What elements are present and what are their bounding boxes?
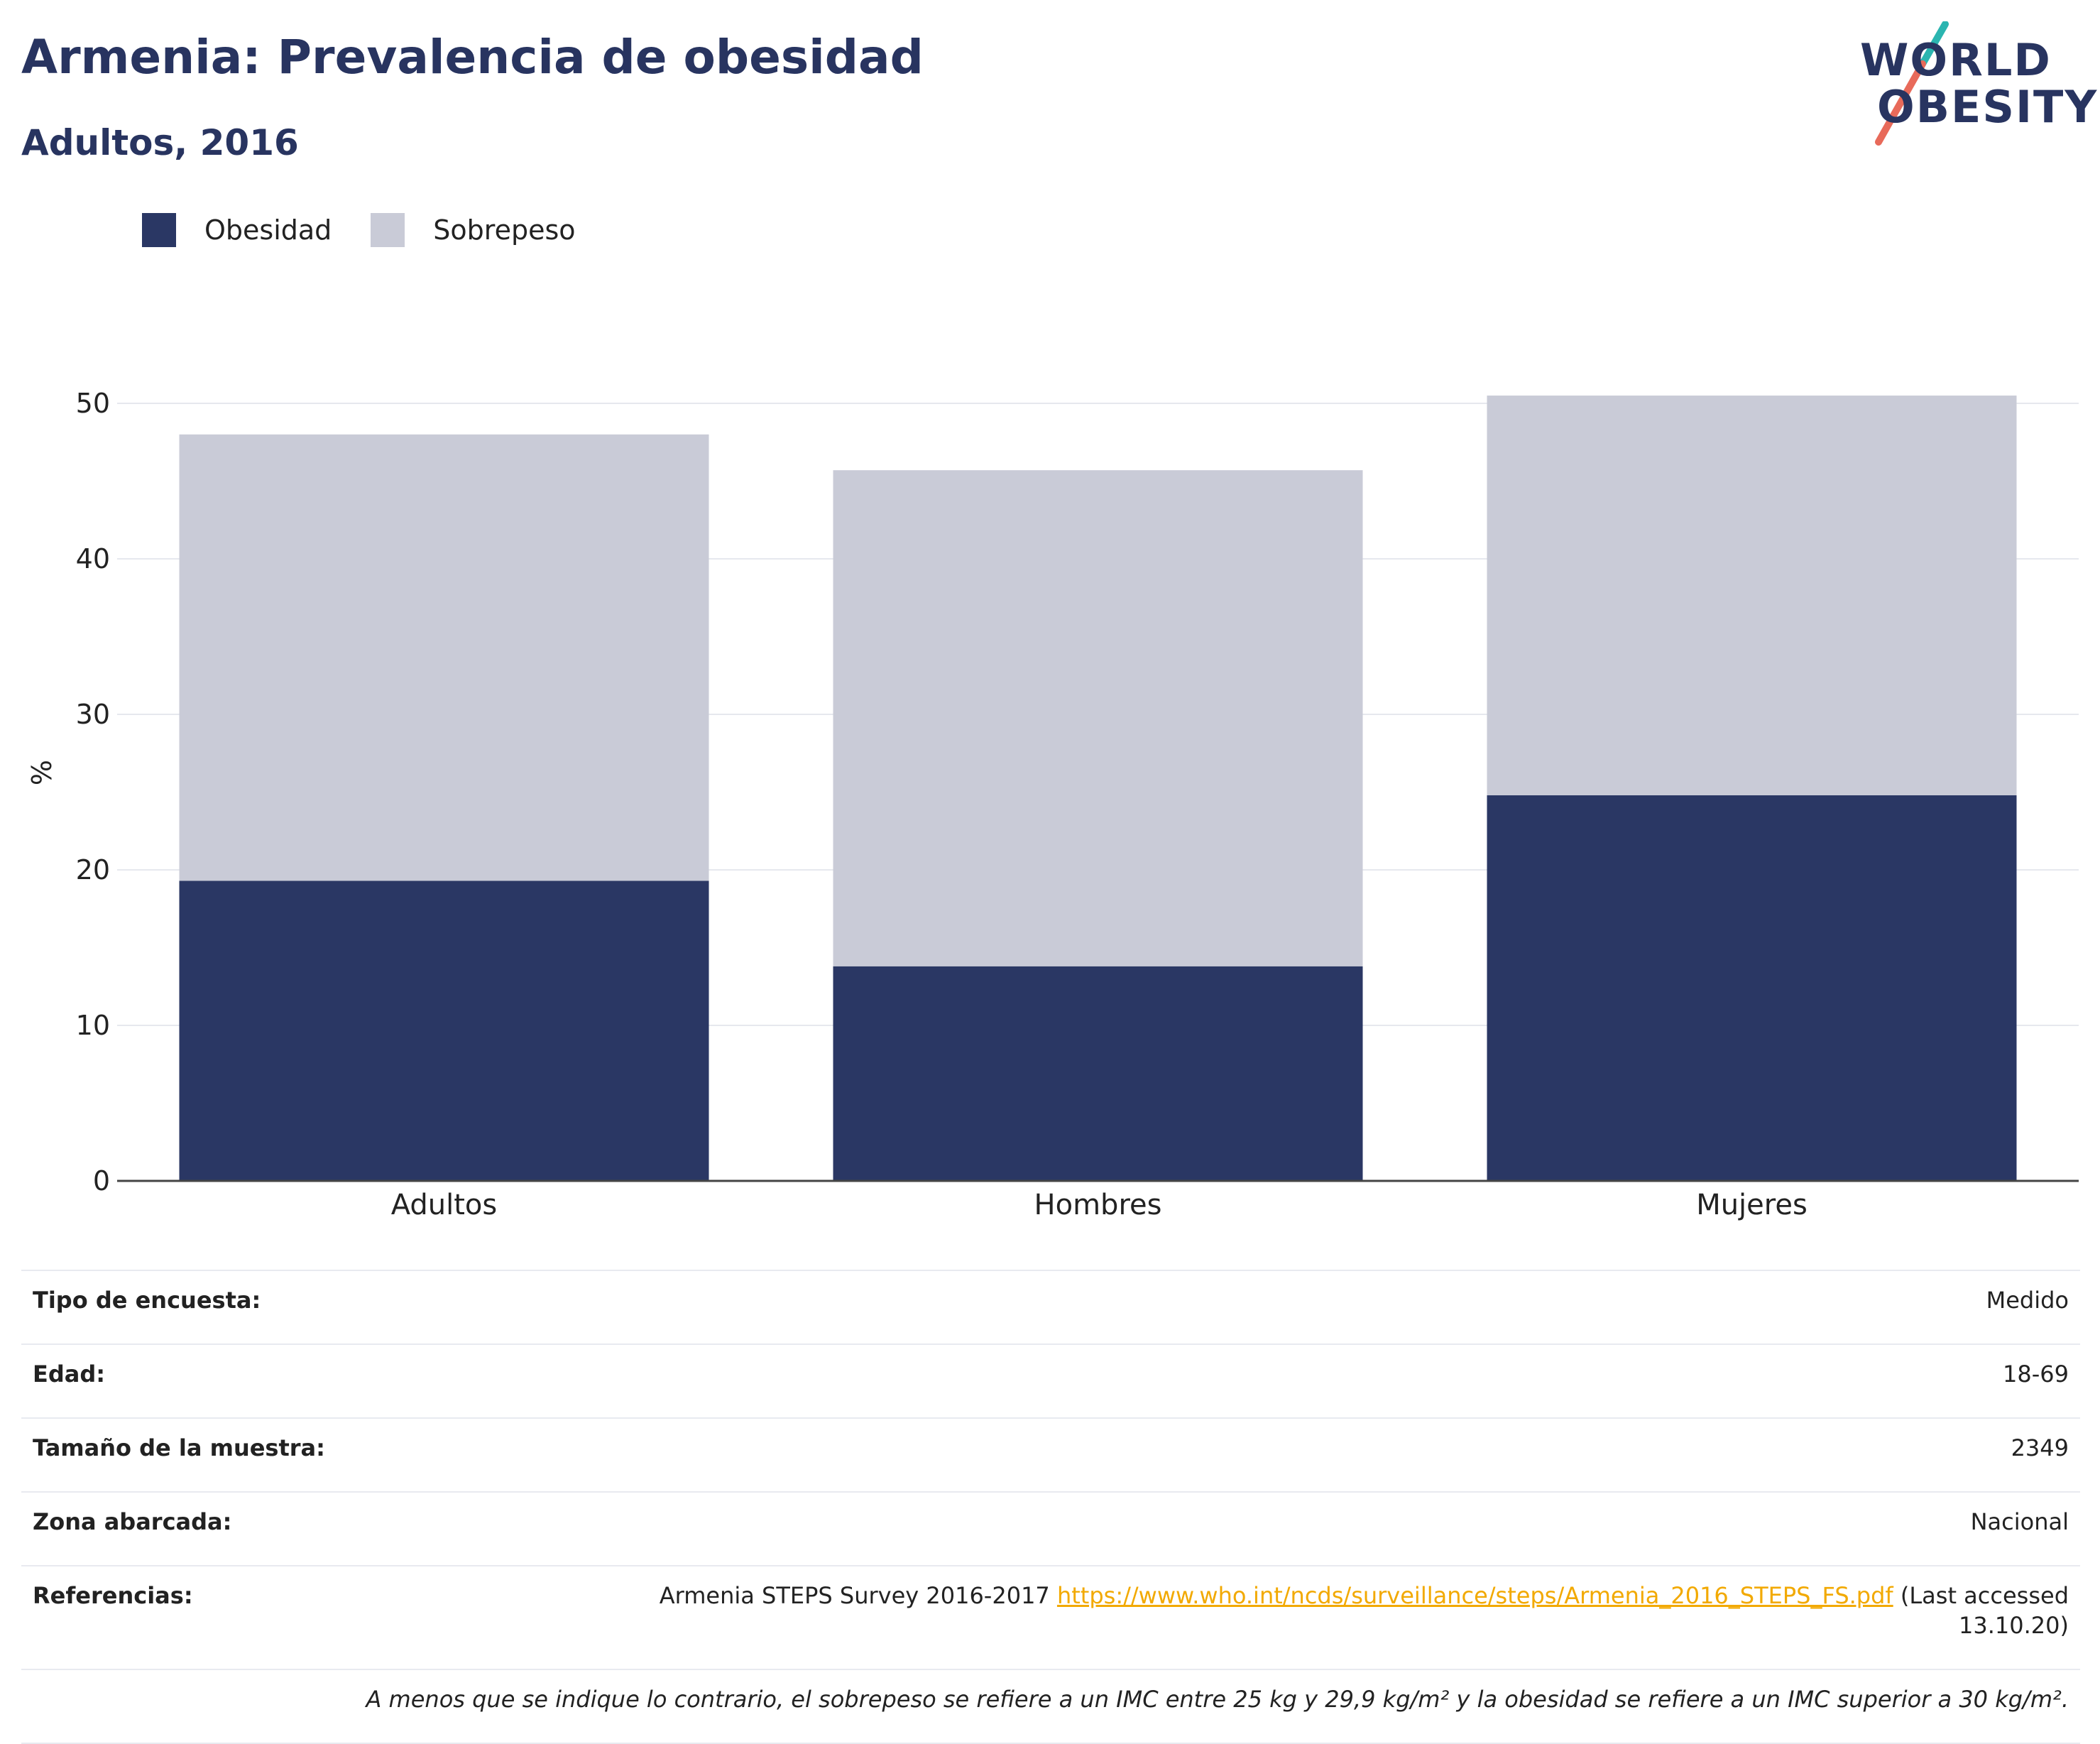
bar-obesidad-adultos bbox=[179, 881, 709, 1181]
bar-obesidad-mujeres bbox=[1487, 795, 2017, 1181]
info-value-age: 18-69 bbox=[612, 1344, 2080, 1418]
x-category-label: Adultos bbox=[391, 1189, 498, 1221]
legend-label-obesidad: Obesidad bbox=[204, 214, 332, 246]
info-row-age: Edad: 18-69 bbox=[21, 1344, 2080, 1418]
reference-text: Armenia STEPS Survey 2016-2017 bbox=[659, 1582, 1050, 1609]
bar-obesidad-hombres bbox=[833, 966, 1363, 1181]
y-tick-label: 50 bbox=[76, 388, 110, 419]
y-tick-label: 10 bbox=[76, 1010, 110, 1041]
reference-suffix-line2: 13.10.20) bbox=[1959, 1612, 2069, 1639]
world-obesity-logo: WORLD OBESITY bbox=[1839, 21, 2096, 149]
legend-swatch-obesidad bbox=[142, 213, 176, 247]
info-label-area: Zona abarcada: bbox=[21, 1491, 612, 1566]
legend-label-sobrepeso: Sobrepeso bbox=[433, 214, 576, 246]
x-category-label: Hombres bbox=[1034, 1189, 1162, 1221]
info-label-sample-size: Tamaño de la muestra: bbox=[21, 1417, 612, 1492]
info-value-area: Nacional bbox=[612, 1491, 2080, 1566]
info-value-survey-type: Medido bbox=[612, 1270, 2080, 1344]
y-axis-label: % bbox=[26, 760, 58, 785]
stacked-bar-chart: 0 10 20 30 40 50% Adultos Hombres Mujeres bbox=[26, 388, 2079, 1221]
y-tick-label: 20 bbox=[76, 854, 110, 885]
y-tick-label: 0 bbox=[93, 1165, 110, 1197]
info-row-note: A menos que se indique lo contrario, el … bbox=[21, 1669, 2080, 1744]
info-row-references: Referencias: Armenia STEPS Survey 2016-2… bbox=[21, 1565, 2080, 1669]
survey-info-table: Tipo de encuesta: Medido Edad: 18-69 Tam… bbox=[21, 1270, 2080, 1744]
info-label-references: Referencias: bbox=[21, 1565, 612, 1669]
legend-item-obesidad[interactable]: Obesidad bbox=[142, 213, 332, 247]
chart-legend: Obesidad Sobrepeso bbox=[142, 213, 615, 247]
info-label-survey-type: Tipo de encuesta: bbox=[21, 1270, 612, 1344]
bar-sobrepeso-mujeres bbox=[1487, 396, 2017, 795]
info-label-age: Edad: bbox=[21, 1344, 612, 1418]
info-row-area: Zona abarcada: Nacional bbox=[21, 1491, 2080, 1566]
info-row-survey-type: Tipo de encuesta: Medido bbox=[21, 1270, 2080, 1344]
info-value-sample-size: 2349 bbox=[612, 1417, 2080, 1492]
page-subtitle: Adultos, 2016 bbox=[21, 122, 299, 163]
legend-swatch-sobrepeso bbox=[371, 213, 405, 247]
x-category-label: Mujeres bbox=[1696, 1189, 1808, 1221]
logo-text-line1: WORLD bbox=[1860, 34, 2052, 86]
info-row-sample-size: Tamaño de la muestra: 2349 bbox=[21, 1417, 2080, 1492]
bar-sobrepeso-adultos bbox=[179, 434, 709, 881]
reference-suffix-line1: (Last accessed bbox=[1900, 1582, 2069, 1609]
y-tick-label: 30 bbox=[76, 699, 110, 730]
logo-text-line2: OBESITY bbox=[1877, 81, 2099, 133]
bar-sobrepeso-hombres bbox=[833, 470, 1363, 966]
y-tick-label: 40 bbox=[76, 543, 110, 574]
page-title: Armenia: Prevalencia de obesidad bbox=[21, 30, 924, 85]
info-value-references: Armenia STEPS Survey 2016-2017 https://w… bbox=[612, 1565, 2080, 1669]
reference-link[interactable]: https://www.who.int/ncds/surveillance/st… bbox=[1056, 1582, 1893, 1609]
logo-slash-icon bbox=[1875, 21, 1949, 146]
legend-item-sobrepeso[interactable]: Sobrepeso bbox=[371, 213, 576, 247]
definition-note: A menos que se indique lo contrario, el … bbox=[21, 1669, 2080, 1744]
